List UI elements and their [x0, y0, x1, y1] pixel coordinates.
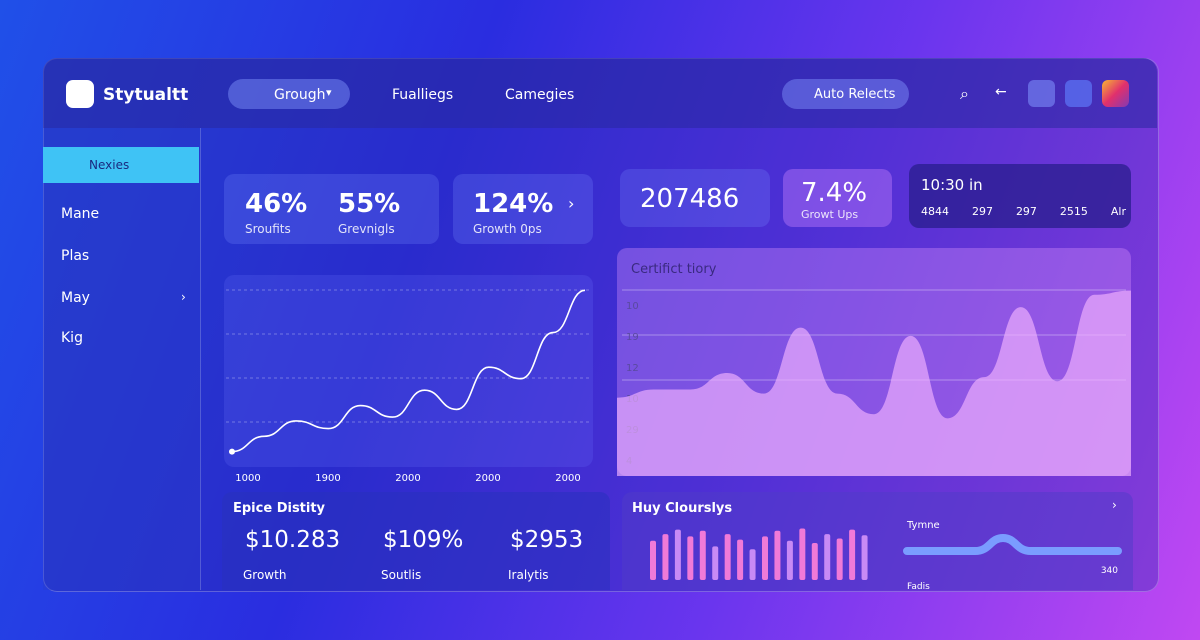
stat-label: Growt Ups — [801, 208, 859, 221]
bar — [836, 538, 843, 580]
y-tick-label: 10 — [626, 301, 639, 312]
search-icon[interactable]: ⌕ — [960, 84, 969, 103]
x-tick-label: 2000 — [475, 473, 500, 484]
bar — [687, 536, 694, 580]
chevron: › — [181, 290, 186, 304]
logo-icon[interactable] — [66, 80, 94, 108]
button[interactable] — [782, 79, 909, 109]
sidebar-item[interactable]: Kig — [61, 330, 83, 346]
nav-item[interactable]: Camegies — [505, 87, 575, 103]
button-label[interactable]: Auto Relects — [814, 87, 896, 102]
bar — [861, 535, 868, 580]
summary-title: Epice Distity — [233, 501, 326, 516]
sidebar-item[interactable]: Nexies — [89, 158, 130, 172]
bar — [786, 540, 793, 580]
icon-button[interactable] — [1028, 80, 1055, 107]
area — [617, 290, 1131, 476]
time-values: 4844 297 297 2515 Alr — [921, 205, 1126, 218]
stat-card — [783, 169, 892, 227]
bar — [799, 528, 806, 580]
time-value: 297 — [971, 205, 993, 218]
sidebar-active[interactable] — [43, 147, 199, 183]
bar — [749, 549, 756, 580]
dropdown-label[interactable]: Grough — [274, 87, 326, 103]
back-icon[interactable]: ← — [995, 84, 1007, 100]
y-tick-label: 19 — [626, 332, 639, 343]
icon-button[interactable] — [1102, 80, 1129, 107]
stat-value: 124% — [473, 189, 554, 219]
stat-value: 55% — [338, 189, 401, 219]
dropdown[interactable] — [228, 79, 350, 109]
bar — [774, 530, 781, 580]
time-title: 10:30 in — [921, 176, 983, 194]
chevron[interactable]: › — [568, 194, 575, 213]
bar — [762, 536, 768, 580]
icon-button[interactable] — [1065, 80, 1092, 107]
stat-label: Sroufits — [245, 222, 291, 236]
bar — [699, 530, 706, 580]
sidebar-item[interactable]: Plas — [61, 248, 90, 264]
x-tick-label: 1900 — [315, 473, 340, 484]
bar — [712, 546, 719, 580]
bar — [674, 529, 681, 580]
slider-value: 340 — [1101, 566, 1118, 576]
sidebar-item[interactable]: May — [61, 290, 90, 306]
stat-label: Growth 0ps — [473, 222, 542, 236]
time-value: 297 — [1015, 205, 1037, 218]
bar — [824, 534, 831, 580]
x-tick-label: 1000 — [235, 473, 260, 484]
dropdown-caret: ▾ — [326, 86, 332, 99]
bar-title: Huy Clourslys — [632, 501, 733, 516]
summary-label: Growth — [243, 568, 287, 582]
stat-label: Grevnigls — [338, 222, 395, 236]
sidebar — [43, 128, 201, 590]
summary-label: Soutlis — [381, 568, 422, 582]
bar — [662, 534, 669, 580]
stat-value: 207486 — [640, 184, 740, 214]
x-tick-label: 2000 — [555, 473, 580, 484]
chevron[interactable]: › — [1112, 498, 1117, 512]
stat-card — [224, 174, 439, 244]
y-tick-label: 12 — [626, 363, 639, 374]
slider-label: Tymne — [906, 520, 940, 531]
bar — [849, 529, 856, 580]
time-card — [909, 164, 1131, 228]
summary-label: Iralytis — [508, 568, 549, 582]
stat-value: 46% — [245, 189, 308, 219]
sidebar-item[interactable]: Mane — [61, 206, 100, 222]
slider — [903, 533, 1122, 555]
summary-value: $109% — [383, 527, 464, 553]
time-value: 4844 — [921, 205, 949, 218]
summary-value: $2953 — [510, 527, 584, 553]
time-value: Alr — [1110, 205, 1126, 218]
bar — [737, 539, 744, 580]
time-value: 2515 — [1059, 205, 1088, 218]
stat-value: 7.4% — [801, 178, 868, 208]
stat-card — [453, 174, 593, 244]
area-title: Certifict tiory — [631, 262, 717, 277]
summary-value: $10.283 — [245, 527, 341, 553]
line-start — [229, 448, 235, 455]
bar — [650, 540, 656, 580]
summary-panel — [222, 492, 610, 590]
footer-label: Fadis — [907, 582, 930, 592]
bar — [724, 534, 731, 580]
x-tick-label: 2000 — [395, 473, 420, 484]
line — [231, 289, 586, 453]
bar-panel — [622, 492, 1133, 590]
bar — [811, 543, 818, 580]
header — [43, 58, 1157, 128]
logo[interactable]: Stytualtt — [103, 85, 189, 105]
nav-item[interactable]: Fualliegs — [392, 87, 454, 103]
stat-card — [620, 169, 770, 227]
